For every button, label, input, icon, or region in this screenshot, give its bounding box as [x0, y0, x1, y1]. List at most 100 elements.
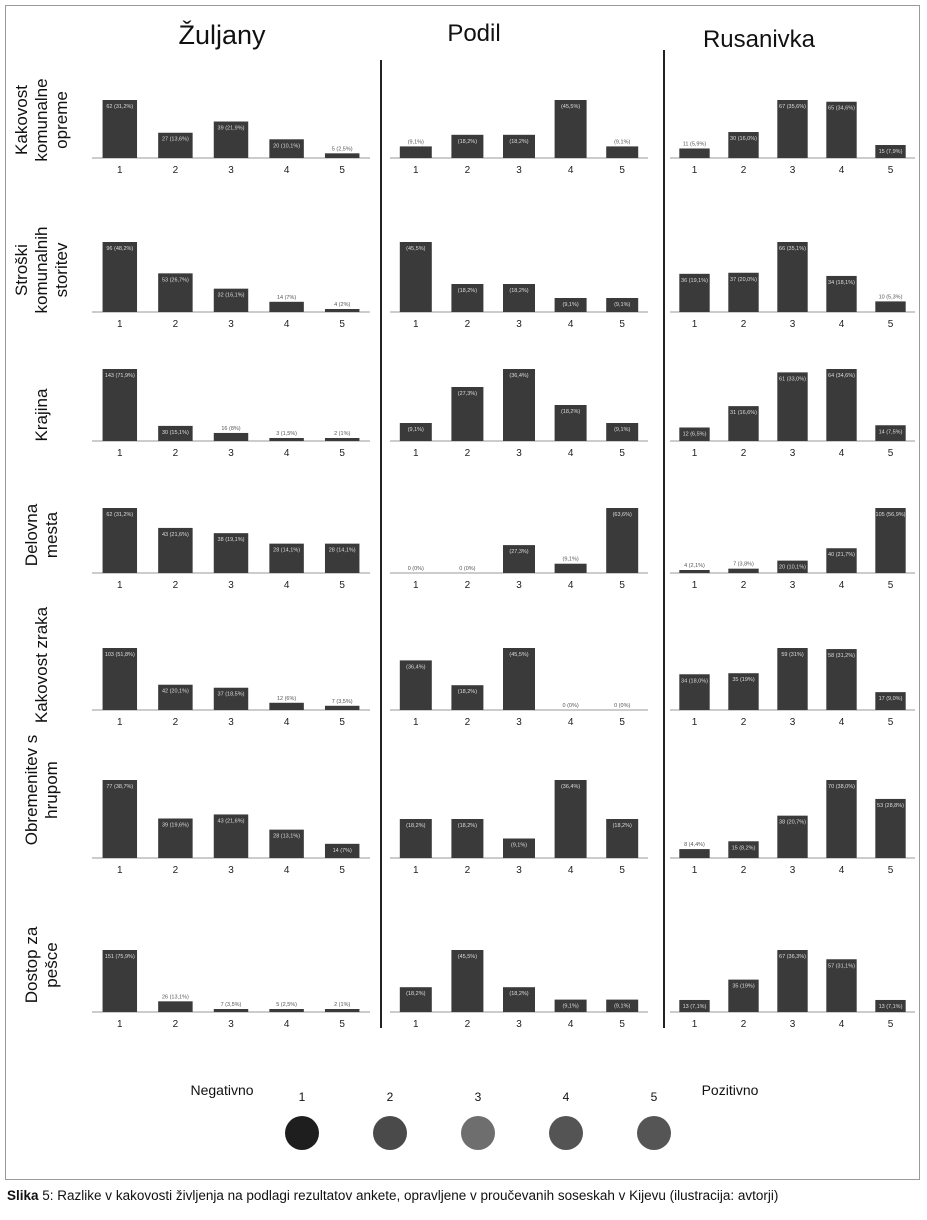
- bar-data-label: 7 (3,5%): [221, 1002, 242, 1008]
- category-tick-label: 4: [839, 865, 845, 876]
- bar-data-label: (63,6%): [613, 512, 632, 518]
- panel-0-žuljany: 62 (31,2%) 1 27 (13,6%) 2 39 (21,9%) 3 20 (10,…: [92, 100, 370, 176]
- bar-data-label: 11 (5,9%): [683, 141, 707, 147]
- panel-5-žuljany: 77 (38,7%) 1 39 (19,6%) 2 43 (21,6%) 3 28 (13,…: [92, 780, 370, 876]
- category-tick-label: 2: [173, 165, 179, 176]
- bar-data-label: 2 (1%): [334, 431, 350, 437]
- panel-1-rusanivka: 36 (19,1%) 1 37 (20,0%) 2 66 (35,1%) 3 34 (18,…: [670, 242, 915, 330]
- bar-data-label: 12 (6%): [277, 696, 296, 702]
- bar-1-rusanivka-2: [728, 272, 759, 312]
- bar-5-rusanivka-5: [875, 798, 906, 858]
- bar-data-label: 32 (16,1%): [218, 293, 245, 299]
- bar-data-label: 7 (3,5%): [332, 699, 353, 705]
- bar-2-žuljany-3: [213, 432, 249, 441]
- column-title-zuljany: Žuljany: [178, 20, 266, 50]
- category-tick-label: 5: [888, 1019, 894, 1030]
- category-tick-label: 4: [568, 865, 574, 876]
- category-tick-label: 4: [284, 448, 290, 459]
- bar-data-label: (9,1%): [408, 139, 424, 145]
- panel-2-podil: (9,1%) 1 (27,3%) 2 (36,4%) 3 (18,2%) 4 (9,1%) 5: [390, 369, 648, 459]
- category-tick-label: 4: [568, 717, 574, 728]
- category-tick-label: 4: [839, 1019, 845, 1030]
- legend-item-4-label: 4: [562, 1090, 570, 1104]
- category-tick-label: 1: [413, 319, 419, 330]
- category-tick-label: 5: [619, 319, 625, 330]
- category-tick-label: 4: [568, 1019, 574, 1030]
- category-tick-label: 5: [888, 717, 894, 728]
- bar-5-žuljany-5: [324, 843, 360, 858]
- bar-data-label: 17 (9,0%): [879, 696, 903, 702]
- bar-6-žuljany-1: [102, 950, 138, 1012]
- bar-2-rusanivka-1: [679, 427, 710, 441]
- category-tick-label: 2: [465, 580, 471, 591]
- bar-data-label: 151 (75,9%): [105, 954, 135, 960]
- bar-data-label: (18,2%): [406, 991, 425, 997]
- bar-6-rusanivka-5: [875, 999, 906, 1012]
- legend-positive-label: Pozitivno: [701, 1082, 759, 1098]
- bar-data-label: 35 (19%): [732, 677, 754, 683]
- bar-data-label: (9,1%): [511, 843, 527, 849]
- bar-data-label: (9,1%): [614, 139, 630, 145]
- category-tick-label: 5: [339, 717, 345, 728]
- column-divider-1: [380, 60, 382, 1028]
- category-tick-label: 2: [741, 319, 747, 330]
- bar-data-label: (18,2%): [406, 823, 425, 829]
- panel-1-žuljany: 96 (48,2%) 1 53 (26,7%) 2 32 (16,1%) 3 14 (7%)…: [92, 242, 370, 330]
- bar-data-label: 64 (34,6%): [828, 373, 855, 379]
- legend-item-3-label: 3: [474, 1090, 482, 1104]
- legend-item-1-label: 1: [298, 1090, 306, 1104]
- bar-data-label: 39 (21,9%): [218, 126, 245, 132]
- bar-data-label: (36,4%): [561, 784, 580, 790]
- bar-data-label: 34 (18,1%): [828, 280, 855, 286]
- bar-data-label: 42 (20,1%): [162, 689, 189, 695]
- category-tick-label: 1: [413, 1019, 419, 1030]
- category-tick-label: 3: [516, 1019, 522, 1030]
- bar-data-label: (45,5%): [509, 652, 528, 658]
- bar-2-žuljany-1: [102, 369, 138, 441]
- category-tick-label: 3: [790, 580, 796, 591]
- bar-data-label: 8 (4,4%): [684, 842, 705, 848]
- bar-data-label: 13 (7,1%): [683, 1004, 707, 1010]
- category-tick-label: 3: [790, 319, 796, 330]
- bar-data-label: 67 (36,3%): [779, 954, 806, 960]
- category-tick-label: 3: [790, 165, 796, 176]
- panel-2-rusanivka: 12 (6,5%) 1 31 (16,6%) 2 61 (33,0%) 3 64 (34,6…: [670, 369, 915, 459]
- category-tick-label: 2: [173, 580, 179, 591]
- bar-data-label: 62 (31,2%): [106, 104, 133, 110]
- legend-item-1-swatch: [285, 1116, 319, 1150]
- bar-3-žuljany-3: [213, 533, 249, 573]
- bar-0-žuljany-2: [158, 132, 193, 158]
- category-tick-label: 1: [117, 448, 123, 459]
- bar-data-label: 53 (26,7%): [162, 277, 189, 283]
- bar-2-žuljany-5: [324, 438, 360, 441]
- category-tick-label: 2: [173, 717, 179, 728]
- category-tick-label: 2: [465, 165, 471, 176]
- bar-6-rusanivka-2: [728, 979, 759, 1012]
- bar-3-rusanivka-1: [679, 570, 710, 573]
- panel-3-rusanivka: 4 (2,1%) 1 7 (3,8%) 2 20 (10,1%) 3 40 (21,7%) 4…: [670, 508, 915, 591]
- category-tick-label: 5: [888, 865, 894, 876]
- category-tick-label: 3: [790, 448, 796, 459]
- category-tick-label: 3: [228, 1019, 234, 1030]
- bar-1-rusanivka-1: [679, 273, 710, 312]
- category-tick-label: 3: [228, 165, 234, 176]
- bar-3-žuljany-1: [102, 508, 138, 573]
- bar-data-label: 15 (7,9%): [879, 149, 903, 155]
- bar-3-podil-4: [554, 563, 587, 573]
- category-tick-label: 2: [465, 717, 471, 728]
- bar-3-rusanivka-5: [875, 508, 906, 573]
- bar-data-label: 4 (2,1%): [684, 563, 705, 569]
- bar-data-label: 0 (0%): [459, 566, 475, 572]
- bar-data-label: 58 (31,2%): [828, 653, 855, 659]
- bar-data-label: 4 (2%): [334, 302, 350, 308]
- figure-caption: Slika 5: Razlike v kakovosti življenja n…: [7, 1188, 778, 1203]
- category-tick-label: 5: [619, 865, 625, 876]
- bar-data-label: 77 (38,7%): [106, 784, 133, 790]
- bar-data-label: (18,2%): [561, 409, 580, 415]
- bar-data-label: 57 (31,1%): [828, 963, 855, 969]
- bar-data-label: 31 (16,6%): [730, 410, 757, 416]
- bar-data-label: 30 (15,1%): [162, 430, 189, 436]
- bar-3-podil-3: [503, 545, 535, 573]
- bar-5-rusanivka-4: [826, 780, 857, 858]
- bar-data-label: 20 (10,1%): [273, 143, 300, 149]
